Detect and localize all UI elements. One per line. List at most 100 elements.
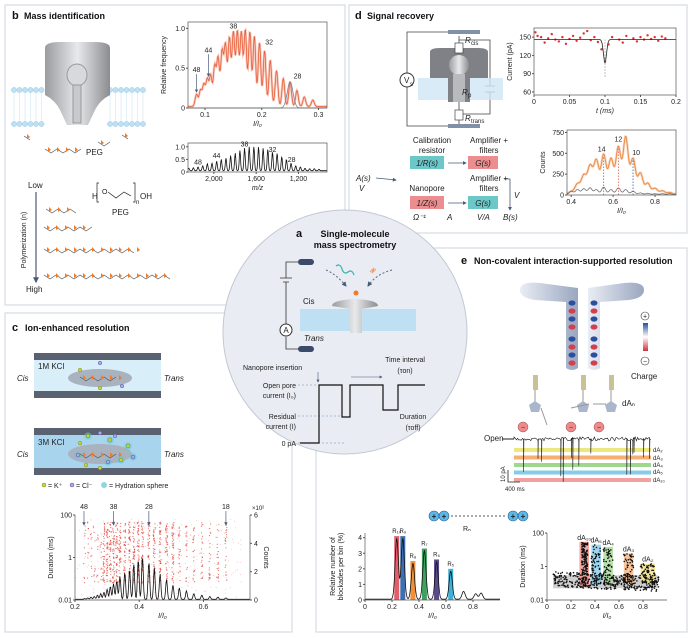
peg-unit (92, 273, 95, 278)
data-point (123, 571, 125, 574)
data-point (561, 571, 564, 574)
data-point (610, 577, 613, 580)
data-point (237, 542, 239, 544)
data-point (93, 570, 96, 573)
data-point (632, 582, 635, 585)
data-point (93, 527, 95, 529)
panel-title: Mass identification (24, 11, 105, 21)
y-axis-label: Duration (ms) (48, 536, 55, 578)
data-point (192, 529, 195, 532)
data-point (581, 580, 583, 583)
data-point (138, 556, 140, 558)
data-point (201, 576, 204, 578)
x-tick-label: 0.2 (387, 604, 397, 611)
data-point (118, 544, 120, 546)
data-point (113, 581, 115, 583)
data-point (108, 581, 110, 583)
data-point (83, 547, 85, 549)
data-point (152, 548, 155, 550)
data-point (240, 549, 242, 551)
data-point (111, 586, 113, 588)
data-point (657, 576, 660, 579)
cluster-label: dA₁₀ (577, 535, 591, 542)
data-point (112, 550, 114, 552)
data-point (102, 556, 104, 558)
data-point (579, 578, 582, 581)
data-point (134, 527, 136, 529)
data-point (165, 538, 167, 540)
data-point (100, 543, 102, 545)
data-point (103, 587, 105, 589)
data-point (609, 583, 612, 585)
data-point (616, 577, 618, 580)
data-point (593, 561, 596, 564)
trans-label: Trans (304, 334, 324, 343)
data-point (634, 587, 636, 590)
data-point (102, 561, 104, 563)
data-point (106, 522, 109, 524)
data-point (113, 535, 116, 537)
data-point (148, 530, 151, 532)
data-point (116, 571, 118, 573)
data-point (171, 527, 173, 529)
peg-unit (47, 225, 50, 230)
data-point (591, 569, 594, 572)
data-point (580, 583, 582, 585)
minus-sign: − (643, 359, 647, 366)
charge-label: Charge (631, 372, 658, 381)
pore-charge (590, 344, 598, 350)
data-point (137, 581, 139, 583)
data-point (193, 569, 195, 571)
data-point (159, 567, 161, 569)
data-point (201, 571, 203, 573)
data-point (225, 540, 227, 542)
data-point (119, 572, 121, 575)
data-point (649, 573, 651, 576)
data-point (87, 537, 89, 540)
data-point (153, 544, 155, 546)
data-point (639, 35, 642, 39)
data-point (621, 41, 624, 44)
data-point (160, 559, 162, 561)
data-point (605, 568, 608, 570)
data-point (626, 566, 629, 569)
data-point (628, 575, 631, 578)
data-point (151, 576, 153, 578)
data-point (166, 572, 169, 575)
input-unit: V (359, 184, 365, 193)
formula-o: O (102, 189, 108, 196)
data-point (634, 575, 637, 577)
time-interval-label: Time interval (385, 357, 425, 364)
bar (421, 548, 427, 600)
data-point (613, 580, 615, 583)
data-point (92, 525, 94, 527)
trace-label: dA₅ (653, 470, 663, 476)
data-point (133, 545, 135, 547)
data-point (191, 541, 193, 543)
current-trace (300, 384, 425, 444)
data-point (110, 544, 112, 546)
data-point (217, 573, 220, 576)
data-point (171, 562, 174, 564)
data-point (606, 579, 608, 581)
data-point (200, 571, 202, 573)
x-tick-label: 0.6 (441, 604, 451, 611)
data-point (653, 574, 656, 577)
data-point (137, 521, 140, 523)
data-point (86, 577, 89, 579)
data-point (647, 564, 650, 567)
data-point (100, 541, 102, 543)
amplifier-transfer-box (468, 156, 498, 169)
data-point (642, 588, 645, 591)
data-point (209, 520, 211, 522)
data-point (594, 575, 597, 578)
data-point (603, 587, 606, 590)
x-tick-label: 0.6 (614, 604, 624, 611)
data-point (196, 519, 198, 521)
data-point (576, 573, 578, 576)
x-tick-label: 0.6 (199, 604, 209, 611)
data-point (192, 541, 194, 544)
data-point (608, 569, 610, 572)
